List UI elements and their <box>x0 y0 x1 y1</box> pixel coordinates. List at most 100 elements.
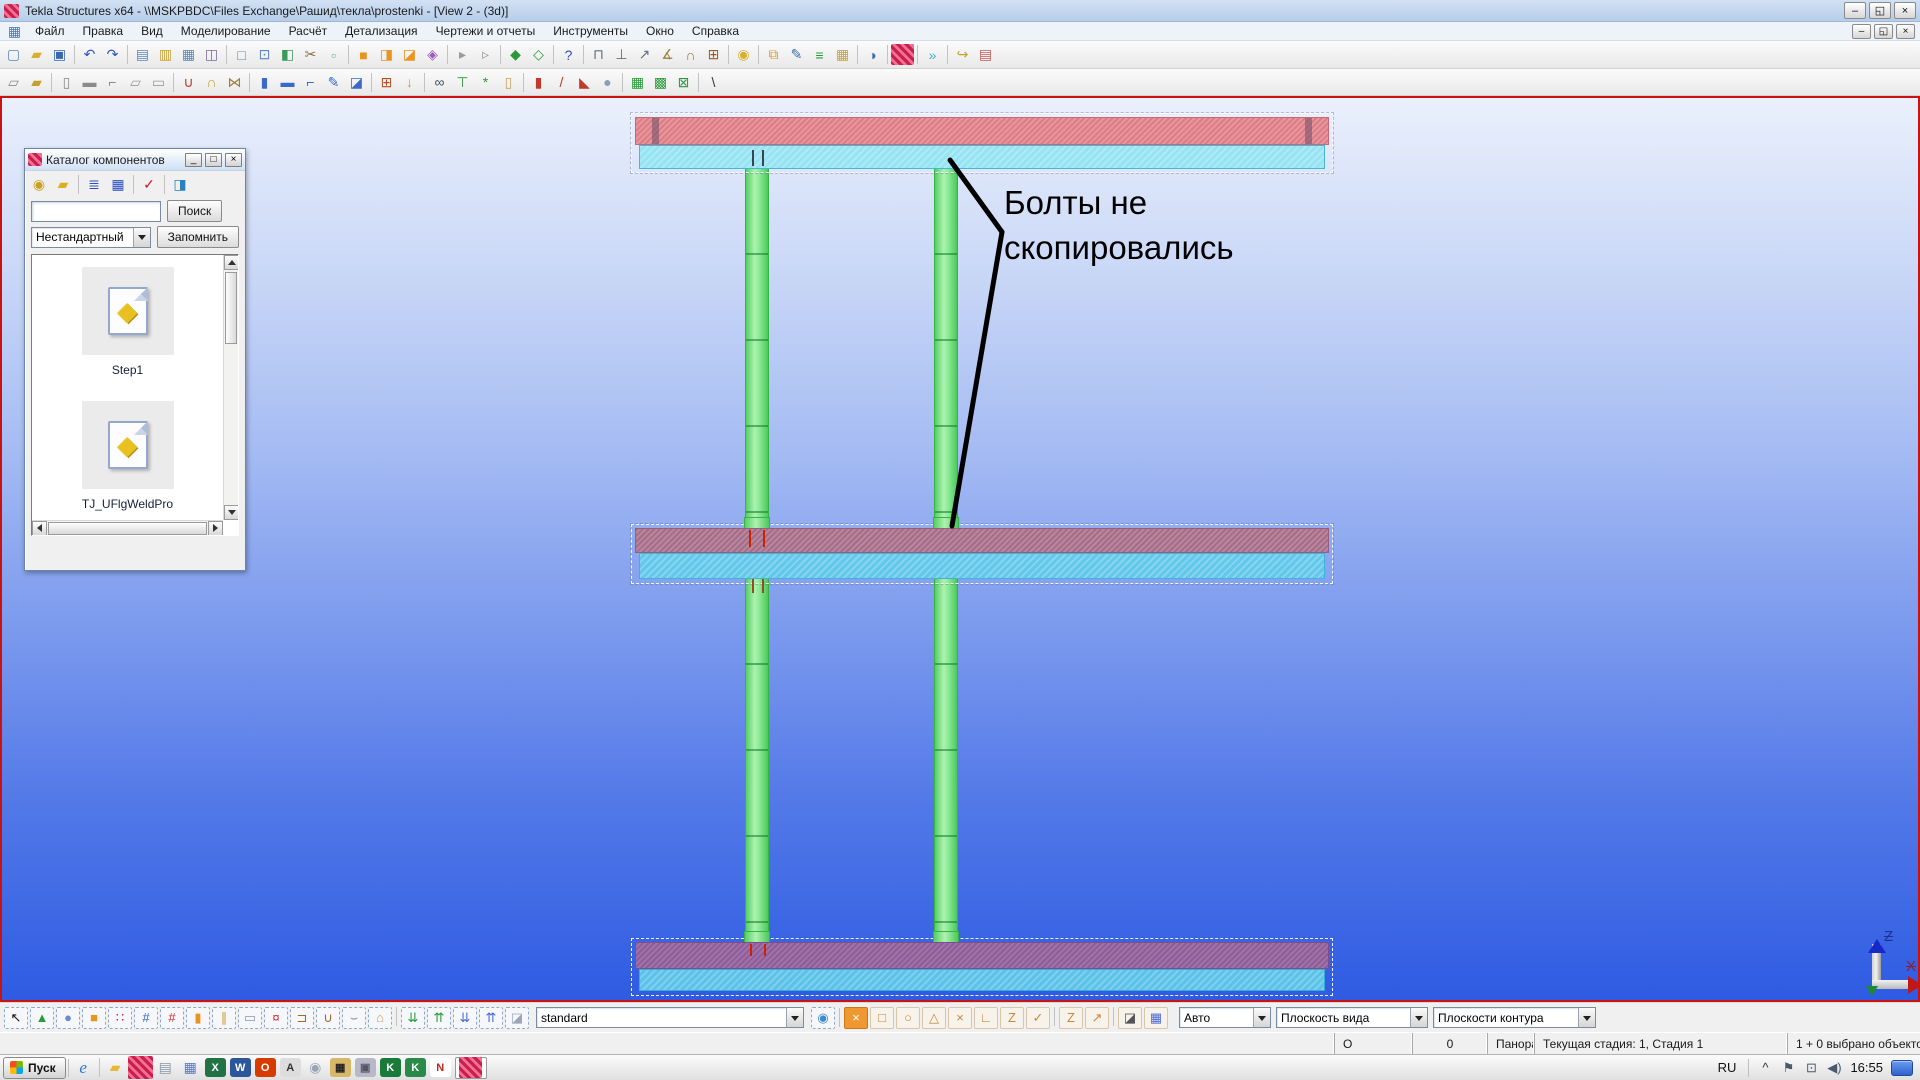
snap-points-icon[interactable]: × <box>844 1006 868 1029</box>
snap-perpendicular-icon[interactable]: ∟ <box>974 1006 998 1029</box>
door-icon[interactable]: ▯ <box>504 73 513 90</box>
screenshot-icon[interactable]: ▤ <box>978 46 993 62</box>
vertical-scroll-thumb[interactable] <box>225 272 237 344</box>
minimize-button[interactable]: – <box>1844 2 1866 19</box>
snap-depth-icon[interactable]: ◪ <box>1118 1006 1142 1029</box>
catalog-group-combobox[interactable]: Нестандартный <box>31 226 151 248</box>
phase-icon[interactable]: ⊤ <box>456 73 469 90</box>
select-ubolt-icon[interactable]: ∪ <box>316 1006 340 1029</box>
combobox-arrow-icon[interactable] <box>132 227 150 247</box>
cut-view-icon[interactable]: ✂ <box>304 46 317 62</box>
chamfer-icon[interactable]: ◣ <box>579 73 590 90</box>
start-button[interactable]: Пуск <box>3 1056 66 1079</box>
close-button[interactable]: × <box>1894 2 1916 19</box>
snap-extension-icon[interactable]: Z <box>1059 1006 1083 1029</box>
menu-analysis[interactable]: Расчёт <box>288 24 328 38</box>
select-points-icon[interactable]: ● <box>56 1006 80 1029</box>
view-point-icon[interactable]: ⊡ <box>258 46 271 62</box>
catalog-title-bar[interactable]: Каталог компонентов _ □ × <box>25 149 245 171</box>
menu-edit[interactable]: Правка <box>82 24 124 38</box>
copy-part-icon[interactable]: ◨ <box>379 46 394 62</box>
language-indicator[interactable]: RU <box>1717 1060 1737 1075</box>
snap-any-icon[interactable]: ✓ <box>1026 1006 1050 1029</box>
abbyy-icon[interactable]: ◉ <box>309 1059 322 1075</box>
split-part-icon[interactable]: / <box>559 74 564 90</box>
save-icon[interactable]: ▣ <box>52 46 67 62</box>
more-toolbars-icon[interactable]: » <box>928 46 937 63</box>
hand-tool-icon[interactable]: ∩ <box>206 74 217 90</box>
volume-icon[interactable]: ◀) <box>1827 1059 1842 1075</box>
select-single-bolt-icon[interactable]: ⊐ <box>290 1006 314 1029</box>
tekla-taskbar-button-icon[interactable] <box>459 1057 483 1078</box>
column-right-upper[interactable] <box>934 169 958 528</box>
search-components-icon[interactable]: ◉ <box>32 176 46 192</box>
measure-arc-icon[interactable]: ∩ <box>685 46 696 63</box>
measure-angle-icon[interactable]: ∡ <box>661 46 674 62</box>
slab-tool-icon[interactable]: ▭ <box>151 73 166 90</box>
bottom-beam-cyan[interactable] <box>639 969 1325 991</box>
select-weld-icon[interactable]: ⌣ <box>342 1006 366 1029</box>
horizontal-scroll-thumb[interactable] <box>48 521 207 535</box>
estimate-app-icon[interactable]: ▦ <box>329 1058 351 1077</box>
search-button[interactable]: Поиск <box>167 200 223 222</box>
steel-polybeam-icon[interactable]: ⌐ <box>306 74 315 90</box>
purple-box-icon[interactable]: ◈ <box>427 46 438 62</box>
clock[interactable]: 16:55 <box>1850 1060 1883 1075</box>
menu-drawings-reports[interactable]: Чертежи и отчеты <box>435 24 536 38</box>
report-list-icon[interactable]: ≡ <box>815 46 824 63</box>
mdi-minimize-button[interactable]: – <box>1852 23 1871 39</box>
action-center-flag-icon[interactable]: ⚑ <box>1782 1059 1795 1075</box>
snap-line-icon[interactable]: Z <box>1000 1006 1024 1029</box>
weld-tool-icon[interactable]: ↓ <box>406 74 413 90</box>
photo-app-icon[interactable]: A <box>279 1058 301 1077</box>
menu-window[interactable]: Окно <box>646 24 674 38</box>
show-desktop-button[interactable] <box>1891 1059 1913 1076</box>
component-catalog-window[interactable]: Каталог компонентов _ □ × ◉ ▰ ≣ ▦ ✓ ◨ Поиск Нес… <box>24 148 246 571</box>
column-left-lower[interactable] <box>745 579 769 942</box>
column-tool-icon[interactable]: ▯ <box>62 73 71 90</box>
open-folder-icon[interactable]: ▰ <box>57 176 69 192</box>
combobox-arrow-icon[interactable] <box>1253 1008 1270 1027</box>
middle-beam-cyan[interactable] <box>639 553 1325 579</box>
select-rebar-icon[interactable]: ▮ <box>186 1006 210 1029</box>
outlook-icon[interactable]: O <box>254 1058 276 1077</box>
column-right-lower[interactable] <box>934 579 958 942</box>
measure-icon[interactable]: ↗ <box>638 46 651 62</box>
menu-file[interactable]: Файл <box>35 24 65 38</box>
page-gray-icon[interactable]: ▱ <box>8 73 19 90</box>
macro-icon[interactable]: ◑ <box>868 46 877 63</box>
select-gridline-icon[interactable]: # <box>160 1006 184 1029</box>
snap-midpoint-icon[interactable]: △ <box>922 1006 946 1029</box>
redo-icon[interactable]: ↷ <box>106 46 119 62</box>
select-parts-icon[interactable]: ■ <box>82 1006 106 1029</box>
arrow-prev-icon[interactable]: ▸ <box>458 46 467 62</box>
create-part-icon[interactable]: ■ <box>359 46 368 63</box>
mdi-restore-button[interactable]: ◱ <box>1874 23 1893 39</box>
view-list-icon[interactable]: ◧ <box>280 46 295 62</box>
combobox-arrow-icon[interactable] <box>1410 1008 1427 1027</box>
catalog-minimize-button[interactable]: _ <box>185 152 202 167</box>
page-gold-icon[interactable]: ▰ <box>31 73 42 90</box>
catalog-search-input[interactable] <box>31 200 161 222</box>
move-part-icon[interactable]: ◪ <box>402 46 417 62</box>
autoconnect-icon[interactable]: * <box>482 74 489 90</box>
polybeam-tool-icon[interactable]: ⌐ <box>108 74 117 90</box>
contour-plane-combobox[interactable]: Плоскости контура <box>1433 1007 1596 1028</box>
remember-button[interactable]: Запомнить <box>156 226 239 248</box>
list-view-icon[interactable]: ≣ <box>88 176 100 192</box>
array2-icon[interactable]: ▩ <box>653 73 668 90</box>
menu-modeling[interactable]: Моделирование <box>180 24 271 38</box>
new-file-icon[interactable]: ▢ <box>6 46 21 62</box>
copy-icon[interactable]: ▤ <box>135 46 150 62</box>
curved-beam-icon[interactable]: ✎ <box>327 73 340 90</box>
tekla-taskbar-button[interactable] <box>454 1056 487 1079</box>
array-icon[interactable]: ▦ <box>630 73 645 90</box>
select-cursor-icon[interactable]: ↖ <box>4 1006 28 1029</box>
kompas-icon[interactable]: K <box>379 1058 401 1077</box>
open-model-icon[interactable]: ▰ <box>31 46 42 62</box>
selection-filter-combobox[interactable]: standard <box>536 1007 804 1028</box>
scroll-left-button[interactable] <box>32 520 47 535</box>
construction-line-icon[interactable]: \ <box>711 74 716 90</box>
combobox-arrow-icon[interactable] <box>786 1008 803 1027</box>
word-icon[interactable]: W <box>229 1058 251 1077</box>
